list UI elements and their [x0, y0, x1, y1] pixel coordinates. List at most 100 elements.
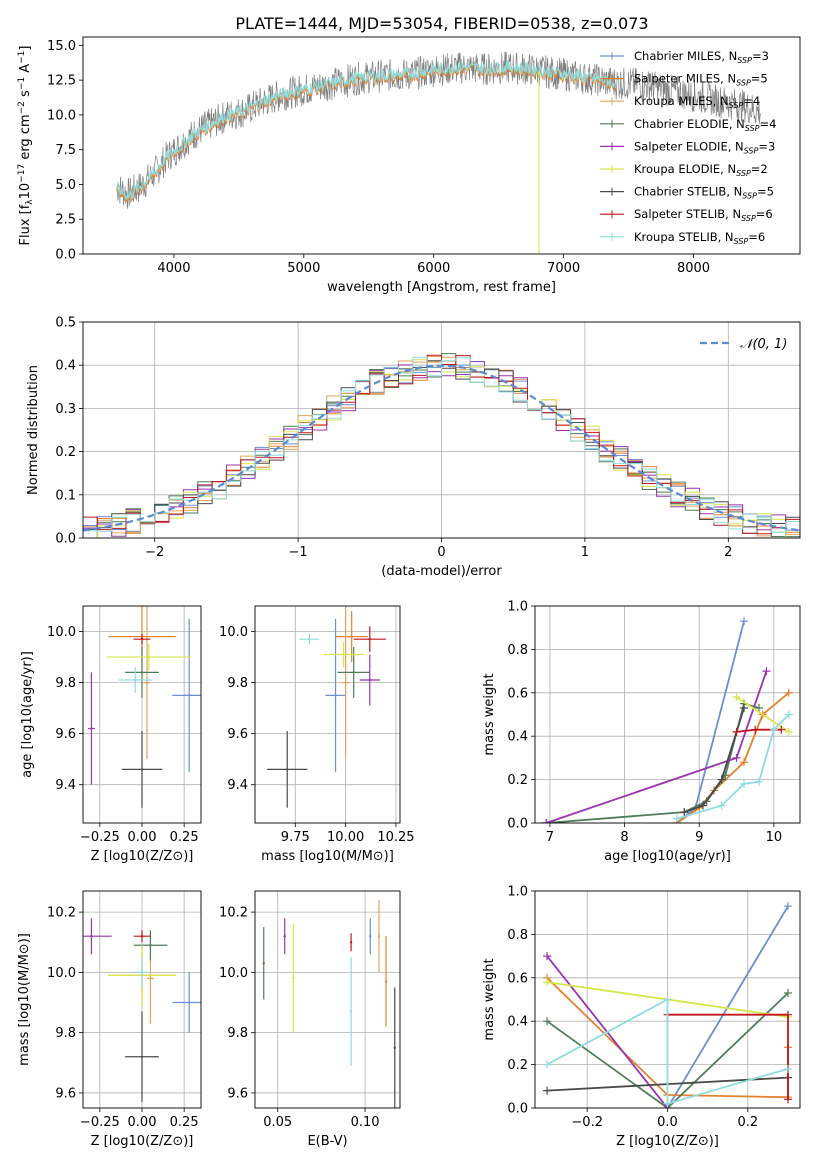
data-point	[188, 694, 191, 697]
x-tick-label: 10.00	[327, 830, 364, 845]
y-axis-label: mass weight	[482, 673, 497, 755]
plus-marker	[672, 814, 681, 823]
y-tick-label: 0.0	[507, 817, 528, 832]
spectrum-data-line	[116, 51, 762, 209]
y-tick-label: 9.8	[55, 676, 76, 691]
y-tick-label: 0.0	[55, 248, 76, 263]
y-tick-label: 10.2	[47, 906, 76, 921]
x-tick-label: 2	[724, 545, 732, 560]
points-area	[267, 606, 386, 808]
plus-marker	[777, 725, 786, 734]
data-point	[140, 637, 144, 641]
y-tick-label: 0.4	[507, 1015, 528, 1030]
y-axis-label: Flux [fλ10−17 erg cm−2 s−1 A−1]	[17, 46, 35, 246]
x-tick-label: 5000	[287, 261, 320, 276]
weight-line	[676, 713, 790, 820]
data-point	[349, 941, 353, 944]
y-axis-label: age [log10(age/yr)]	[20, 651, 35, 778]
data-point	[90, 727, 93, 730]
x-tick-label: 0.05	[263, 1115, 292, 1130]
plus-marker	[542, 819, 551, 823]
y-axis-label: mass [log10(M/M⊙)]	[17, 933, 32, 1066]
data-point	[286, 768, 289, 771]
x-tick-label: −0.2	[571, 1115, 603, 1130]
x-axis-label: age [log10(age/yr)]	[604, 849, 731, 864]
y-tick-label: 9.8	[227, 676, 248, 691]
x-tick-label: 0.00	[128, 1115, 157, 1130]
y-tick-label: 10.2	[219, 906, 248, 921]
legend-label: Kroupa STELIB, NSSP=6	[634, 230, 765, 246]
data-point	[334, 694, 337, 697]
y-tick-label: 9.6	[55, 1086, 76, 1101]
plus-marker	[680, 808, 689, 817]
plus-marker	[783, 902, 792, 911]
y-tick-label: 9.6	[55, 727, 76, 742]
y-axis-label: mass weight	[482, 958, 497, 1040]
axes-frame	[82, 890, 202, 1109]
lines-area	[542, 617, 793, 823]
points-area	[262, 900, 396, 1108]
plus-marker	[751, 725, 760, 734]
y-tick-label: 0.8	[507, 928, 528, 943]
y-tick-label: 0.3	[55, 402, 76, 417]
y-tick-label: 9.8	[55, 1026, 76, 1041]
axes-frame	[534, 605, 801, 824]
spectrum-plot-area	[116, 51, 762, 254]
y-tick-label: 1.0	[507, 600, 528, 615]
data-point	[377, 935, 381, 938]
y-tick-label: 0.6	[507, 971, 528, 986]
x-tick-label: 8000	[677, 261, 710, 276]
x-tick-label: −0.25	[80, 1115, 120, 1130]
weight-line	[676, 692, 790, 823]
plus-marker	[732, 753, 741, 762]
data-point	[140, 768, 144, 771]
points-area	[83, 918, 201, 1102]
mass-vs-metallicity-panel: −0.25 0.00 0.25 9.6 9.8 10.0 10.2 Z [log10(Z/Z⊙…	[17, 890, 202, 1149]
x-tick-label: 4000	[157, 261, 190, 276]
y-tick-label: 10.0	[47, 966, 76, 981]
y-tick-label: 1.0	[507, 885, 528, 900]
plus-marker	[740, 703, 749, 712]
y-tick-label: 15.0	[47, 39, 76, 54]
data-point	[90, 935, 93, 938]
data-point	[134, 678, 137, 682]
y-axis-label: Normed distribution	[26, 365, 41, 495]
y-tick-label: 9.4	[227, 778, 248, 793]
plus-marker	[783, 1095, 792, 1104]
y-tick-label: 9.6	[227, 1086, 248, 1101]
axes-frame	[82, 605, 202, 824]
legend-label: Kroupa MILES, NSSP=4	[634, 94, 760, 110]
spectrum-model-orange	[116, 62, 617, 202]
mass-vs-ebv-panel: 0.05 0.10 9.6 9.8 10.0 10.2 E(B-V)	[219, 890, 401, 1149]
data-point	[147, 655, 150, 659]
plus-marker	[543, 1086, 552, 1095]
data-point	[349, 1010, 353, 1013]
plus-marker	[717, 801, 726, 810]
plus-marker	[717, 775, 726, 784]
data-point	[393, 1046, 396, 1049]
y-tick-label: 5.0	[55, 178, 76, 193]
plus-marker	[762, 667, 771, 676]
y-tick-label: 10.0	[47, 108, 76, 123]
data-point	[369, 935, 372, 938]
data-point	[308, 637, 311, 641]
data-point	[149, 977, 152, 980]
x-tick-label: −1	[289, 545, 308, 560]
age-vs-metallicity-panel: −0.25 0.00 0.25 9.4 9.6 9.8 10.0 Z [log10(Z/Z⊙)…	[20, 605, 202, 864]
legend-label: Chabrier STELIB, NSSP=5	[634, 185, 774, 201]
x-axis-label: Z [log10(Z/Z⊙)]	[616, 1134, 719, 1149]
plus-marker	[732, 693, 741, 702]
histogram-step	[83, 354, 800, 535]
plus-marker	[740, 779, 749, 788]
weight-line	[684, 707, 745, 813]
plus-marker	[732, 727, 741, 736]
normal-curve	[83, 364, 800, 532]
x-tick-label: 1	[581, 545, 589, 560]
data-point	[140, 971, 144, 974]
data-point	[384, 980, 388, 983]
residuals-panel: −2 −1 0 1 2 0.0 0.1 0.2 0.3 0.4 0.5 (data-model)/er…	[26, 316, 801, 579]
axes-frame	[82, 321, 801, 539]
x-tick-label: 9	[695, 830, 703, 845]
data-point	[149, 944, 152, 947]
